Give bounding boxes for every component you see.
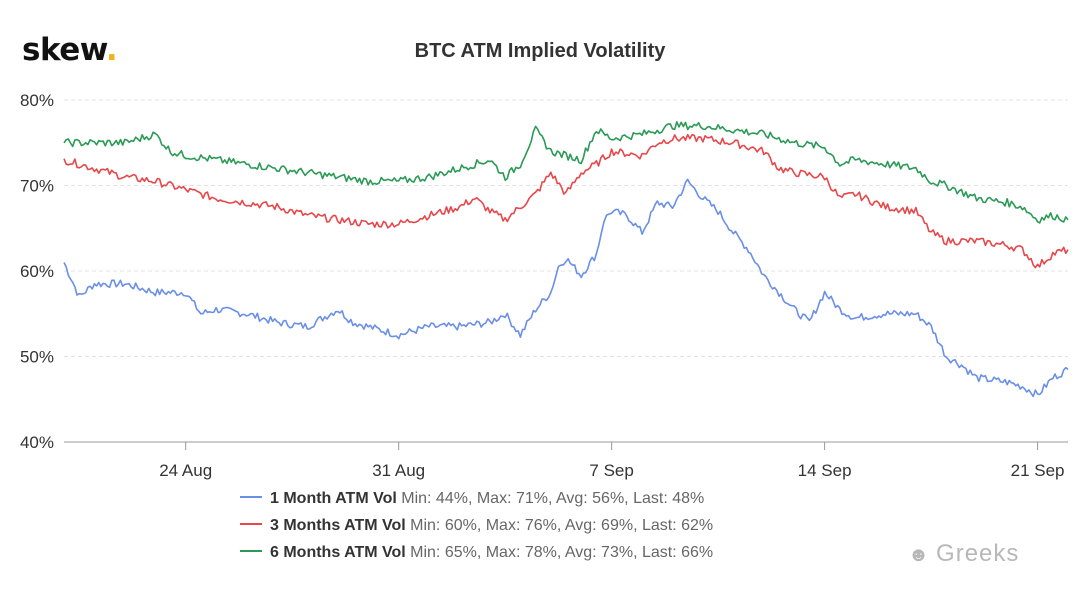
legend-item-2[interactable]: 3 Months ATM Vol Min: 60%, Max: 76%, Avg… bbox=[240, 517, 713, 535]
legend-series-stats: Min: 44%, Max: 71%, Avg: 56%, Last: 48% bbox=[401, 490, 705, 507]
series-line-2 bbox=[63, 133, 1069, 269]
x-tick-label: 24 Aug bbox=[159, 461, 212, 480]
legend-swatch bbox=[240, 522, 262, 525]
x-tick-label: 14 Sep bbox=[798, 461, 852, 480]
y-tick-label: 50% bbox=[20, 348, 54, 367]
watermark: ☻ Greeks bbox=[908, 540, 1019, 568]
logo-dot: . bbox=[105, 32, 118, 68]
legend-series-name: 6 Months ATM Vol bbox=[270, 544, 406, 561]
series-line-1 bbox=[63, 178, 1069, 398]
x-tick-label: 31 Aug bbox=[372, 461, 425, 480]
chart-title: BTC ATM Implied Volatility bbox=[414, 40, 666, 62]
y-tick-label: 80% bbox=[20, 91, 54, 110]
x-tick-label: 21 Sep bbox=[1011, 461, 1065, 480]
x-tick-label: 7 Sep bbox=[589, 461, 633, 480]
legend-series-stats: Min: 60%, Max: 76%, Avg: 69%, Last: 62% bbox=[410, 517, 714, 534]
y-tick-label: 70% bbox=[20, 177, 54, 196]
legend-series-name: 3 Months ATM Vol bbox=[270, 517, 406, 534]
skew-logo: skew. bbox=[22, 32, 118, 68]
series-lines bbox=[63, 121, 1069, 398]
legend-series-name: 1 Month ATM Vol bbox=[270, 490, 397, 507]
legend-series-stats: Min: 65%, Max: 78%, Avg: 73%, Last: 66% bbox=[410, 544, 714, 561]
x-axis: 24 Aug 31 Aug 7 Sep 14 Sep 21 Sep bbox=[64, 441, 1068, 480]
legend-swatch bbox=[240, 549, 262, 552]
series-line-3 bbox=[63, 121, 1069, 224]
legend-swatch bbox=[240, 495, 262, 498]
grid-lines bbox=[64, 99, 1068, 443]
wechat-icon: ☻ bbox=[908, 544, 931, 566]
y-axis: 40% 50% 60% 70% 80% bbox=[20, 91, 54, 452]
logo-text: skew bbox=[22, 32, 106, 68]
watermark-text: Greeks bbox=[936, 540, 1020, 567]
legend-item-3[interactable]: 6 Months ATM Vol Min: 65%, Max: 78%, Avg… bbox=[240, 544, 713, 562]
legend-item-1[interactable]: 1 Month ATM Vol Min: 44%, Max: 71%, Avg:… bbox=[240, 490, 704, 508]
y-tick-label: 60% bbox=[20, 262, 54, 281]
y-tick-label: 40% bbox=[20, 433, 54, 452]
